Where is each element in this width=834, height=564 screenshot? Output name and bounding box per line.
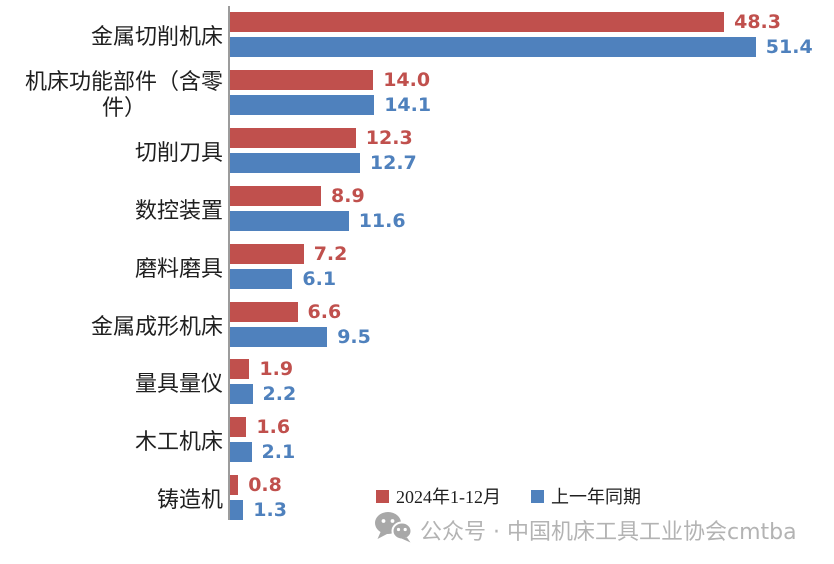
chart-row: 数控装置 8.9 11.6: [0, 180, 834, 238]
category-label: 量具量仪: [0, 353, 223, 411]
value-label: 51.4: [765, 36, 813, 58]
wechat-icon: [374, 511, 413, 548]
value-label: 7.2: [313, 242, 348, 265]
value-label: 9.5: [337, 325, 371, 348]
chart-row: 量具量仪 1.9 2.2: [0, 353, 834, 411]
bar-series-0: 6.6: [230, 301, 341, 323]
bar-series-1: 2.2: [230, 383, 296, 405]
value-label: 12.3: [365, 126, 413, 149]
legend-swatch-blue: [531, 489, 544, 503]
category-label-text: 数控装置: [134, 197, 223, 223]
category-label-text: 磨料磨具: [134, 255, 223, 281]
chart-row: 切削刀具 12.3 12.7: [0, 122, 834, 180]
chart-row: 磨料磨具 7.2 6.1: [0, 238, 834, 296]
bar-series-0: 48.3: [230, 11, 781, 33]
legend-label-2024: 2024年1-12月: [396, 487, 501, 507]
value-label: 1.9: [259, 358, 294, 381]
bar-series-0: 12.3: [230, 127, 413, 149]
bar-series-0: 8.9: [230, 185, 365, 207]
category-label-text: 金属成形机床: [90, 313, 223, 339]
watermark-text: 公众号 · 中国机床工具工业协会cmtba: [420, 519, 797, 545]
bar-series-1: 9.5: [230, 326, 371, 348]
value-label: 14.1: [384, 93, 432, 116]
value-label: 8.9: [331, 184, 365, 207]
category-label-text: 机床功能部件（含零 件）: [24, 68, 223, 120]
chart-row: 木工机床 1.6 2.1: [0, 411, 834, 469]
value-label: 6.1: [302, 267, 337, 290]
category-label: 数控装置: [0, 180, 223, 238]
category-label: 木工机床: [0, 411, 223, 469]
value-label: 2.1: [261, 441, 296, 464]
category-label-text: 金属切削机床: [90, 24, 223, 50]
value-label: 1.6: [256, 416, 291, 439]
bar-series-1: 2.1: [230, 441, 295, 463]
category-label: 铸造机: [0, 469, 223, 527]
chart-row: 铸造机 0.8 1.3: [0, 469, 834, 527]
category-label: 机床功能部件（含零 件）: [0, 64, 223, 122]
legend-item-prev-year: 上一年同期: [531, 483, 641, 509]
chart-row: 机床功能部件（含零 件） 14.0 14.1: [0, 64, 834, 122]
category-label: 磨料磨具: [0, 238, 223, 296]
bar-series-1: 51.4: [230, 36, 813, 58]
category-label-text: 切削刀具: [134, 139, 223, 165]
bar-series-1: 12.7: [230, 152, 417, 174]
bar-series-1: 6.1: [230, 268, 336, 290]
chart-legend: 2024年1-12月 上一年同期: [376, 483, 641, 509]
category-label: 切削刀具: [0, 122, 223, 180]
bar-series-0: 1.9: [230, 358, 293, 380]
chart-row: 金属切削机床 48.3 51.4: [0, 6, 834, 64]
value-label: 11.6: [358, 209, 406, 232]
category-label-text: 木工机床: [134, 429, 223, 455]
value-label: 12.7: [369, 151, 417, 174]
category-label: 金属切削机床: [0, 6, 223, 64]
bar-series-1: 1.3: [230, 499, 287, 521]
value-label: 2.2: [262, 383, 297, 406]
value-label: 48.3: [734, 11, 781, 33]
legend-item-2024: 2024年1-12月: [376, 483, 501, 509]
bar-series-0: 14.0: [230, 69, 430, 91]
value-label: 1.3: [253, 499, 287, 522]
legend-swatch-red: [376, 489, 389, 503]
bar-series-0: 1.6: [230, 416, 290, 438]
value-label: 6.6: [307, 300, 342, 323]
bar-series-1: 11.6: [230, 210, 406, 232]
legend-label-prev-year: 上一年同期: [551, 487, 641, 507]
watermark: 公众号 · 中国机床工具工业协会cmtba: [374, 511, 797, 548]
category-axis-line: [228, 6, 230, 520]
value-label: 14.0: [383, 68, 431, 91]
bar-series-1: 14.1: [230, 94, 431, 116]
category-label: 金属成形机床: [0, 296, 223, 354]
category-label-text: 量具量仪: [134, 371, 223, 397]
bar-series-0: 7.2: [230, 243, 347, 265]
bar-series-0: 0.8: [230, 474, 282, 496]
chart-row: 金属成形机床 6.6 9.5: [0, 296, 834, 354]
value-label: 0.8: [248, 474, 282, 497]
category-label-text: 铸造机: [156, 487, 223, 513]
